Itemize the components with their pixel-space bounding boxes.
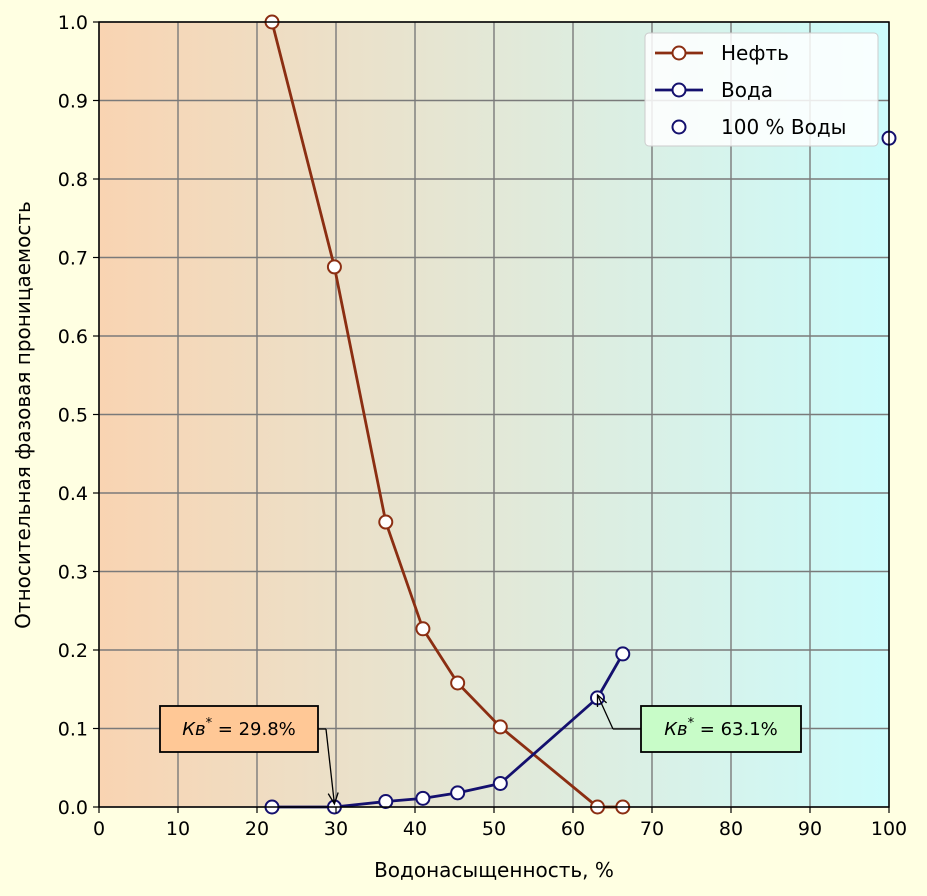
annotations: Кв* = 29.8% Кв* = 63.1% xyxy=(159,693,802,806)
series-2 xyxy=(264,646,631,815)
data-point xyxy=(450,675,466,691)
y-tick-label: 0.0 xyxy=(58,797,88,819)
data-point xyxy=(450,785,466,801)
y-tick-label: 0.4 xyxy=(58,483,88,505)
y-tick-label: 0.7 xyxy=(58,248,88,270)
annotation-2: Кв* = 63.1% xyxy=(596,693,802,753)
series-line xyxy=(270,21,623,809)
x-tick-label: 60 xyxy=(561,818,585,840)
x-tick-label: 90 xyxy=(798,818,822,840)
x-tick-label: 10 xyxy=(166,818,190,840)
y-tick-label: 0.8 xyxy=(58,169,88,191)
y-axis-title: Относительная фазовая проницаемость xyxy=(11,201,35,629)
y-tick-label: 0.1 xyxy=(58,719,88,741)
x-tick-label: 70 xyxy=(640,818,664,840)
annotation-arrow-head xyxy=(596,693,608,707)
series-1 xyxy=(264,14,631,815)
y-tick-label: 0.9 xyxy=(58,91,88,113)
annotation-box xyxy=(159,705,319,753)
y-tick-label: 0.3 xyxy=(58,562,88,584)
legend: Нефть Вода 100 % Воды xyxy=(644,32,879,147)
y-tick-label: 0.6 xyxy=(58,326,88,348)
x-tick-label: 80 xyxy=(719,818,743,840)
series-line xyxy=(272,653,624,809)
legend-marker xyxy=(671,82,687,98)
annotation-1: Кв* = 29.8% xyxy=(159,705,339,806)
data-point xyxy=(415,621,431,637)
legend-entry-3: 100 % Воды xyxy=(671,115,846,139)
legend-marker xyxy=(671,119,687,135)
legend-box xyxy=(644,32,879,147)
data-point xyxy=(378,794,394,810)
y-tick-label: 1.0 xyxy=(58,12,88,34)
y-tick-label: 0.2 xyxy=(58,640,88,662)
x-axis-title: Водонасыщенность, % xyxy=(374,858,614,882)
x-tick-label: 30 xyxy=(324,818,348,840)
annotation-box xyxy=(640,705,802,753)
data-point xyxy=(378,514,394,530)
x-tick-label: 50 xyxy=(482,818,506,840)
legend-label: Нефть xyxy=(721,41,789,65)
data-point xyxy=(326,259,342,275)
annotation-arrow-line xyxy=(596,694,614,730)
legend-marker xyxy=(671,45,687,61)
data-point xyxy=(492,775,508,791)
legend-entry-1: Нефть xyxy=(655,41,789,65)
data-point xyxy=(492,719,508,735)
annotation-label: Кв* = 29.8% xyxy=(182,716,296,740)
x-tick-label: 0 xyxy=(93,818,105,840)
x-tick-label: 100 xyxy=(871,818,907,840)
legend-entry-2: Вода xyxy=(655,78,773,102)
annotation-arrow-line xyxy=(325,728,336,805)
x-axis: 0 10 20 30 40 50 60 70 80 90 100 xyxy=(93,807,907,840)
legend-label: Вода xyxy=(721,78,773,102)
y-axis: 0.0 0.1 0.2 0.3 0.4 0.5 0.6 0.7 0.8 0.9 1.0 xyxy=(58,12,99,819)
annotation-arrow-head xyxy=(327,792,339,806)
legend-label: 100 % Воды xyxy=(721,115,846,139)
series-layer xyxy=(264,14,897,815)
annotation-label: Кв* = 63.1% xyxy=(664,716,778,740)
y-tick-label: 0.5 xyxy=(58,405,88,427)
data-point xyxy=(615,646,631,662)
data-point xyxy=(415,790,431,806)
x-tick-label: 20 xyxy=(245,818,269,840)
x-tick-label: 40 xyxy=(403,818,427,840)
